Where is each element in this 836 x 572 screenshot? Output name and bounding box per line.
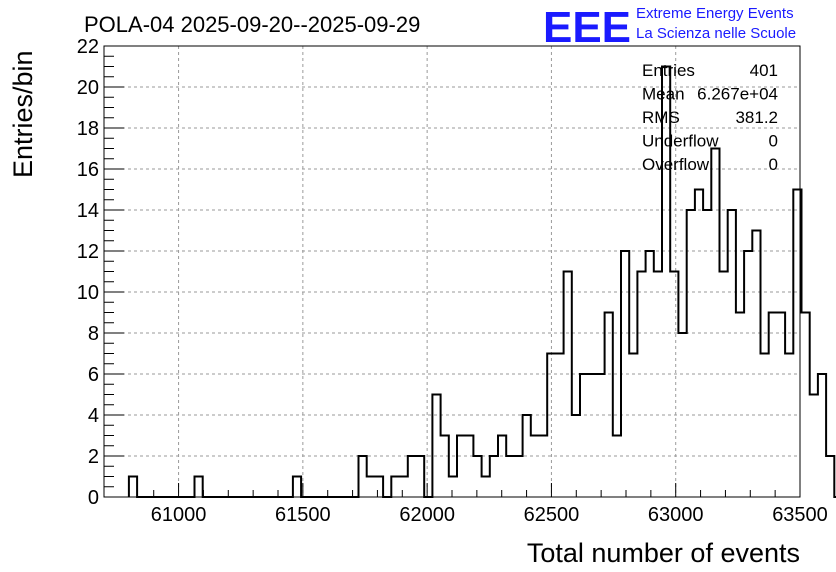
x-axis-label: Total number of events — [527, 538, 800, 568]
y-axis-label: Entries/bin — [8, 50, 38, 178]
logo-line-1: Extreme Energy Events — [636, 5, 794, 22]
logo-line-2: La Scienza nelle Scuole — [636, 25, 796, 42]
stats-value: 6.267e+04 — [697, 85, 778, 104]
stats-label: Overflow — [642, 155, 710, 174]
histogram-series — [127, 65, 836, 498]
stats-label: Mean — [642, 85, 685, 104]
x-tick-label: 62500 — [524, 504, 580, 526]
x-axis: 61000 61500 62000 62500 63000 63500 — [103, 483, 828, 526]
y-tick-label: 22 — [77, 36, 99, 58]
x-tick-label: 62000 — [399, 504, 455, 526]
stats-value: 401 — [750, 61, 778, 80]
y-tick-label: 14 — [77, 200, 99, 222]
y-tick-label: 6 — [88, 364, 99, 386]
logo-text: EEE — [543, 3, 631, 52]
grid-lines — [104, 46, 800, 497]
stats-label: Underflow — [642, 132, 719, 151]
stats-box: Entries 401 Mean 6.267e+04 RMS 381.2 Underflow… — [642, 61, 778, 174]
stats-label: RMS — [642, 108, 680, 127]
y-tick-label: 20 — [77, 77, 99, 99]
stats-label: Entries — [642, 61, 695, 80]
y-axis: 0 2 4 6 8 10 12 14 16 18 20 22 — [77, 36, 124, 509]
y-tick-label: 8 — [88, 323, 99, 345]
stats-value: 0 — [769, 155, 778, 174]
y-tick-label: 2 — [88, 446, 99, 468]
stats-value: 381.2 — [735, 108, 778, 127]
stats-value: 0 — [769, 132, 778, 151]
y-tick-label: 10 — [77, 282, 99, 304]
chart-title: POLA-04 2025-09-20--2025-09-29 — [84, 12, 420, 37]
x-tick-label: 63500 — [772, 504, 828, 526]
y-tick-label: 0 — [88, 487, 99, 509]
x-tick-label: 63000 — [648, 504, 704, 526]
x-tick-label: 61500 — [275, 504, 331, 526]
y-tick-label: 16 — [77, 159, 99, 181]
y-tick-label: 4 — [88, 405, 99, 427]
x-tick-label: 61000 — [151, 504, 207, 526]
y-tick-label: 12 — [77, 241, 99, 263]
eee-logo: EEE Extreme Energy Events La Scienza nel… — [543, 3, 796, 52]
y-tick-label: 18 — [77, 118, 99, 140]
